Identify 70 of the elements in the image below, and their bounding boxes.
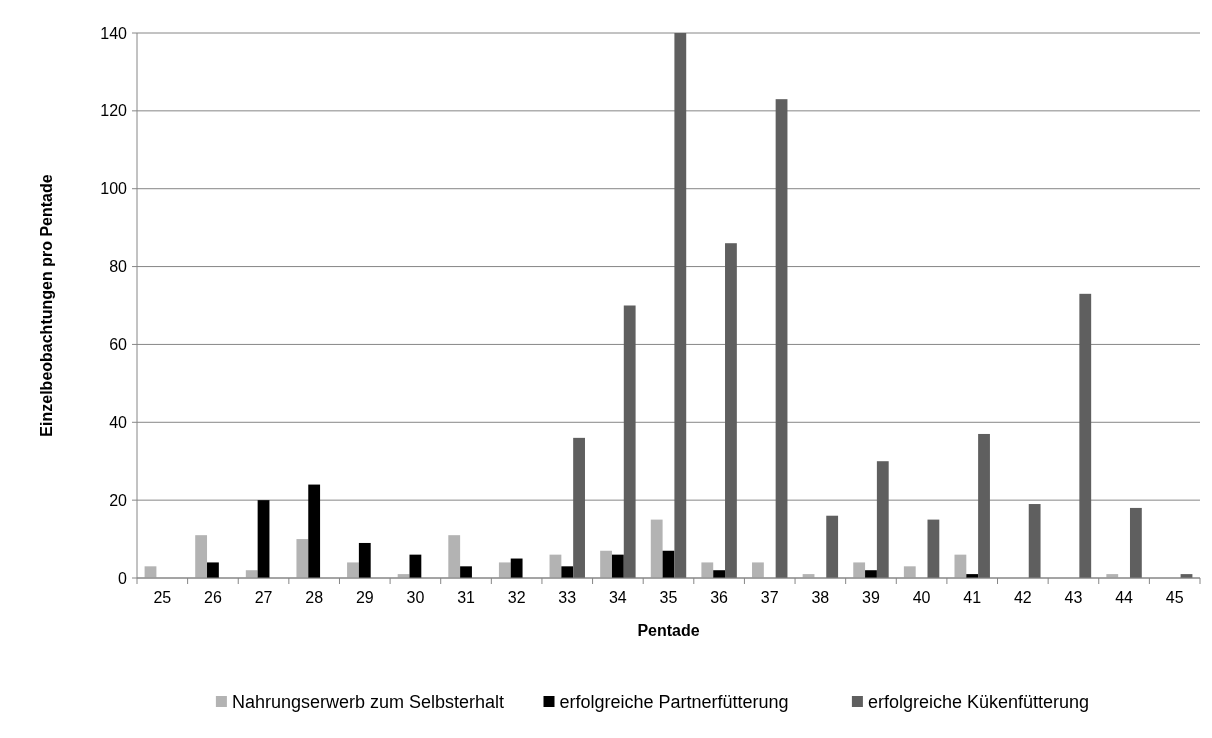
legend-label: Nahrungserwerb zum Selbsterhalt: [231, 692, 505, 713]
x-tick-label: 40: [912, 589, 931, 606]
bar: [623, 305, 636, 578]
bar: [448, 535, 461, 578]
bar: [1079, 293, 1092, 578]
bar: [600, 550, 612, 578]
y-tick-label: 80: [109, 258, 128, 276]
bar: [409, 554, 422, 578]
x-tick-label: 44: [1115, 589, 1134, 606]
x-tick-label: 43: [1064, 589, 1083, 606]
bar: [853, 562, 866, 578]
bar: [308, 484, 321, 578]
bar: [207, 562, 219, 578]
bar: [650, 519, 663, 578]
bar: [826, 515, 839, 578]
bar: [510, 558, 523, 578]
bar: [865, 570, 877, 578]
x-tick-label: 26: [204, 589, 222, 606]
bar: [1028, 504, 1041, 578]
bar: [498, 562, 511, 578]
bar: [876, 461, 889, 578]
bar: [674, 33, 687, 578]
bar: [257, 500, 270, 578]
bar: [195, 535, 208, 578]
bar: [573, 437, 585, 578]
bar: [347, 562, 359, 578]
bar: [752, 562, 764, 578]
x-tick-label: 42: [1013, 589, 1032, 606]
legend-label: erfolgreiche Partnerfütterung: [559, 692, 789, 713]
bar: [245, 570, 258, 578]
x-tick-label: 39: [862, 589, 880, 606]
bar: [713, 570, 726, 578]
bar: [611, 554, 624, 578]
x-tick-label: 32: [507, 589, 526, 606]
y-tick-label: 140: [100, 24, 128, 42]
x-tick-label: 28: [305, 589, 324, 606]
x-axis-title: Pentade: [637, 622, 700, 639]
x-tick-label: 38: [811, 589, 830, 606]
legend-label: erfolgreiche Kükenfütterung: [867, 692, 1090, 713]
y-tick-label: 60: [109, 336, 128, 354]
y-axis-title: Einzelbeobachtungen pro Pentade: [38, 174, 55, 437]
x-tick-label: 37: [760, 589, 779, 606]
x-tick-label: 25: [153, 589, 172, 606]
bar: [561, 566, 574, 578]
bar: [725, 243, 737, 578]
bar: [775, 99, 788, 578]
x-tick-label: 41: [963, 589, 982, 606]
x-tick-label: 27: [254, 589, 273, 606]
y-tick-label: 100: [100, 180, 128, 198]
x-tick-label: 35: [659, 589, 678, 606]
bar: [701, 562, 714, 578]
bar: [358, 542, 371, 578]
x-tick-label: 29: [355, 589, 374, 606]
y-tick-label: 40: [109, 413, 128, 431]
x-tick-label: 45: [1165, 589, 1184, 606]
bar: [927, 519, 940, 578]
y-tick-label: 120: [100, 102, 128, 120]
x-tick-label: 36: [710, 589, 729, 606]
x-tick-label: 30: [406, 589, 425, 606]
x-tick-label: 31: [457, 589, 476, 606]
x-tick-label: 33: [558, 589, 577, 606]
bar: [460, 566, 472, 578]
y-tick-label: 0: [118, 569, 128, 587]
y-tick-label: 20: [109, 491, 128, 509]
bar: [978, 433, 990, 578]
bar: [954, 554, 967, 578]
x-tick-label: 34: [608, 589, 627, 606]
bar: [1129, 507, 1142, 578]
bar: [296, 539, 309, 578]
bar: [903, 566, 916, 578]
